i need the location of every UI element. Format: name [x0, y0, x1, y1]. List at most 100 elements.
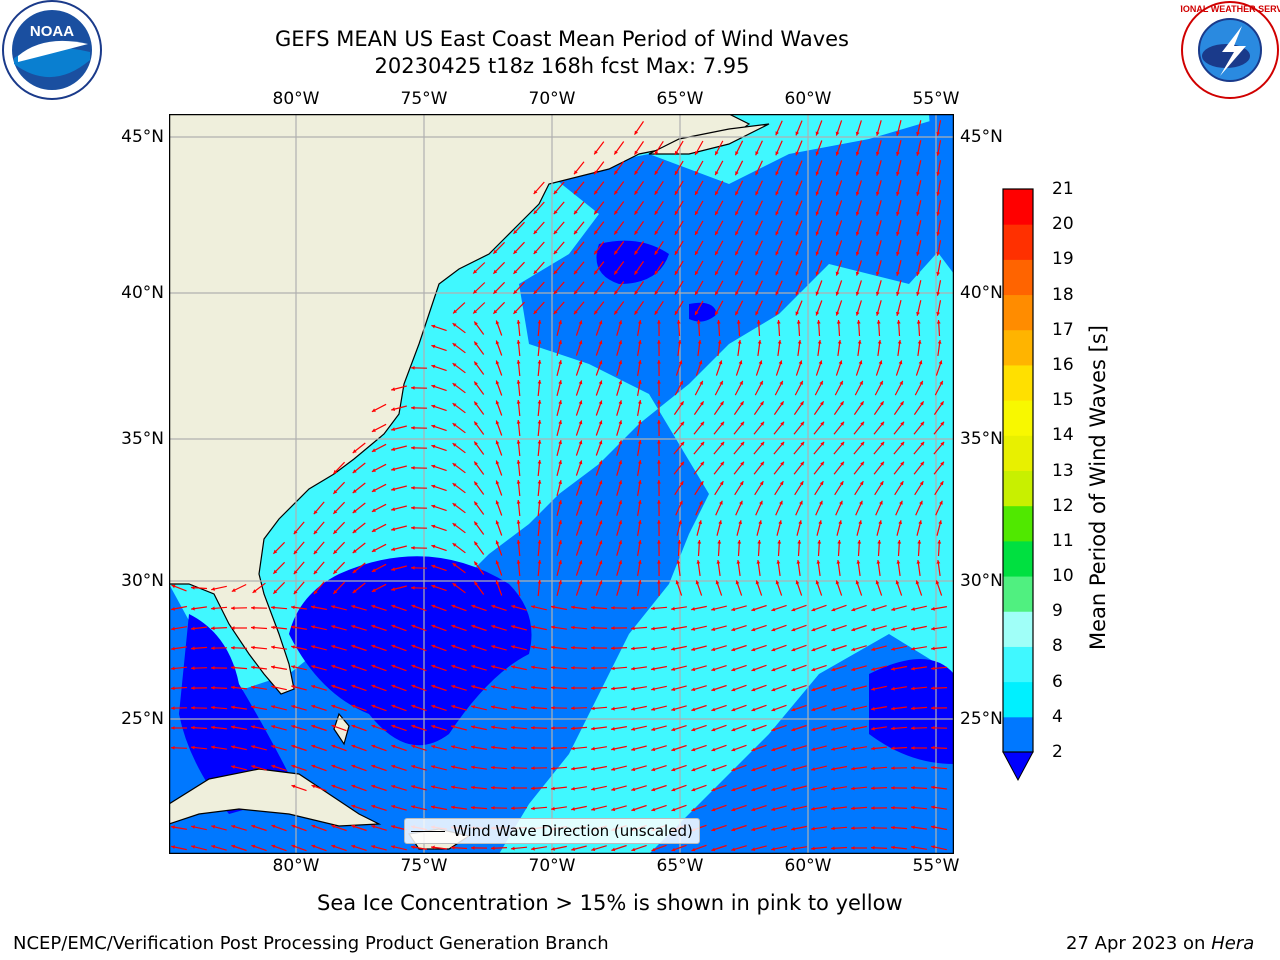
wind-arrow-head [776, 560, 781, 564]
wind-arrow-head [431, 845, 435, 850]
wind-arrow-head [816, 560, 821, 564]
wind-arrow-head [391, 784, 396, 789]
wind-arrow-head [495, 460, 500, 465]
wind-arrow-head [578, 360, 583, 365]
wind-arrow-head [820, 441, 825, 446]
wind-arrow-head [775, 291, 779, 296]
wind-arrow-head [700, 401, 704, 406]
wind-arrow-head [698, 520, 702, 525]
wind-arrow-head [931, 666, 935, 671]
wind-arrow-head [816, 320, 821, 324]
wind-arrow-head [679, 500, 683, 505]
wind-arrow-head [533, 230, 538, 234]
wind-arrow-head [851, 846, 855, 850]
wind-arrow-head [651, 807, 656, 812]
wind-arrow-head [371, 644, 376, 649]
wind-arrow-head [578, 420, 583, 425]
wind-arrow-head [760, 401, 764, 406]
wind-arrow-head [511, 765, 515, 770]
wind-arrow-head [911, 765, 915, 770]
wind-arrow-head [731, 827, 736, 832]
wind-arrow-head [231, 685, 235, 690]
wind-arrow-head [751, 647, 756, 652]
nova-scotia-land [648, 123, 770, 155]
wind-wave-arrows [170, 120, 948, 852]
colorbar-tick-label: 16 [1052, 354, 1074, 375]
wind-arrow-head [820, 461, 824, 466]
wind-arrow-head [731, 687, 736, 692]
wind-arrow-head [835, 311, 840, 316]
wind-arrow-head [551, 726, 555, 730]
wind-arrow-head [860, 441, 865, 446]
wind-arrow-head [452, 443, 457, 447]
lat-tick-left: 40°N [121, 283, 164, 303]
footer-date-text: 27 Apr 2023 on [1066, 933, 1206, 954]
wind-arrow-head [739, 500, 743, 505]
wind-arrow-head [779, 481, 784, 486]
wind-arrow-head [293, 570, 298, 575]
wind-arrow-head [351, 744, 356, 749]
wind-arrow-head [820, 401, 824, 406]
wind-arrow-head [537, 560, 542, 564]
wind-arrow-head [637, 560, 642, 564]
wind-arrow-head [837, 540, 842, 544]
wind-arrow-head [231, 626, 235, 630]
wind-arrow-head [311, 764, 316, 769]
wind-arrow-head [891, 726, 895, 731]
wind-arrow-head [571, 665, 575, 670]
wind-arrow-head [451, 845, 455, 850]
wind-arrow-head [720, 441, 725, 446]
wind-arrow-head [491, 745, 495, 750]
colorbar-bin [1003, 611, 1033, 647]
wind-arrow-head [431, 544, 436, 549]
wind-arrow-head [211, 587, 215, 591]
wind-arrow-head [558, 580, 562, 585]
wind-arrow-head [591, 807, 596, 811]
wind-arrow-head [651, 727, 656, 731]
colorbar-tick-label: 17 [1052, 319, 1074, 340]
wind-arrow-head [611, 606, 615, 610]
wind-arrow-head [391, 845, 395, 849]
wind-arrow-head [735, 211, 739, 216]
wind-arrow-head [657, 460, 661, 464]
wind-arrow-head [897, 540, 902, 544]
wind-arrow-head [871, 766, 875, 771]
wind-arrow-head [451, 785, 455, 790]
wind-arrow-head [634, 310, 639, 315]
wind-arrow-head [711, 747, 716, 752]
wind-arrow-head [820, 421, 824, 426]
wind-arrow-head [891, 647, 895, 651]
wind-arrow-head [899, 481, 904, 486]
wind-arrow-head [531, 786, 535, 791]
wind-arrow-head [775, 231, 779, 236]
wind-arrow-head [273, 549, 278, 554]
wind-arrow-head [474, 561, 478, 566]
wind-arrow-head [677, 540, 682, 544]
wind-arrow-head [591, 605, 595, 610]
wind-arrow-head [691, 787, 696, 792]
wind-arrow-head [771, 687, 776, 692]
wind-arrow-head [474, 481, 478, 486]
colorbar [1002, 188, 1034, 782]
wind-arrow-head [759, 500, 763, 505]
wind-arrow-head [875, 131, 880, 136]
wind-arrow-head [840, 401, 844, 406]
wind-arrow-head [611, 847, 616, 852]
wind-arrow-head [735, 171, 739, 176]
lon-tick-top: 70°W [528, 89, 576, 109]
wind-arrow-head [598, 420, 603, 425]
wind-arrow-head [720, 401, 724, 406]
wind-arrow-head [674, 290, 679, 295]
wind-arrow-head [451, 745, 455, 749]
wind-arrow-head [715, 171, 719, 176]
wind-arrow-head [491, 725, 495, 730]
wind-arrow-head [471, 765, 475, 770]
wind-arrow-head [331, 844, 336, 849]
wind-arrow-head [231, 765, 236, 769]
wind-arrow-head [537, 400, 542, 404]
wind-arrow-head [735, 311, 739, 316]
wind-arrow-head [571, 786, 575, 791]
wind-arrow-head [878, 520, 882, 525]
wind-arrow-head [511, 625, 516, 629]
colorbar-bin [1003, 224, 1033, 260]
